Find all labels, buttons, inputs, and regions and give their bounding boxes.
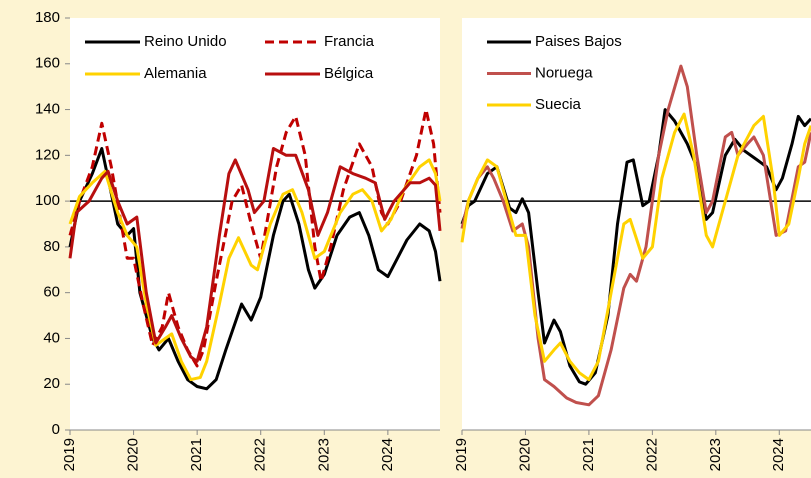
- x-tick-label: 2019: [453, 438, 470, 471]
- x-tick-label: 2020: [516, 438, 533, 471]
- x-tick-label: 2019: [61, 438, 78, 471]
- y-tick-label: 20: [43, 375, 60, 392]
- y-tick-label: 140: [35, 101, 60, 118]
- legend-label: Suecia: [535, 96, 582, 113]
- x-tick-label: 2024: [379, 438, 396, 471]
- legend-label: Paises Bajos: [535, 33, 622, 50]
- x-tick-label: 2020: [125, 438, 142, 471]
- series-line: [460, 108, 811, 386]
- legend-label: Reino Unido: [144, 33, 227, 50]
- y-tick-label: 100: [35, 192, 60, 209]
- legend-label: Bélgica: [324, 65, 374, 82]
- legend-label: Alemania: [144, 65, 207, 82]
- x-tick-label: 2022: [252, 438, 269, 471]
- y-tick-label: 40: [43, 329, 60, 346]
- series-line: [68, 147, 442, 391]
- x-tick-label: 2021: [580, 438, 597, 471]
- series-line: [460, 64, 811, 407]
- x-tick-label: 2024: [770, 438, 787, 471]
- y-tick-label: 160: [35, 55, 60, 72]
- legend-label: Noruega: [535, 64, 593, 81]
- series-line: [68, 158, 442, 382]
- x-tick-label: 2021: [188, 438, 205, 471]
- series-line: [460, 112, 811, 382]
- y-tick-label: 60: [43, 284, 60, 301]
- series-line: [68, 147, 442, 363]
- plot-area: [462, 18, 811, 430]
- y-tick-label: 180: [35, 9, 60, 26]
- x-tick-label: 2023: [315, 438, 332, 471]
- x-tick-label: 2022: [643, 438, 660, 471]
- y-tick-label: 120: [35, 146, 60, 163]
- y-tick-label: 80: [43, 238, 60, 255]
- plot-area: [70, 18, 440, 430]
- legend-label: Francia: [324, 33, 375, 50]
- y-tick-label: 0: [52, 421, 60, 438]
- x-tick-label: 2023: [707, 438, 724, 471]
